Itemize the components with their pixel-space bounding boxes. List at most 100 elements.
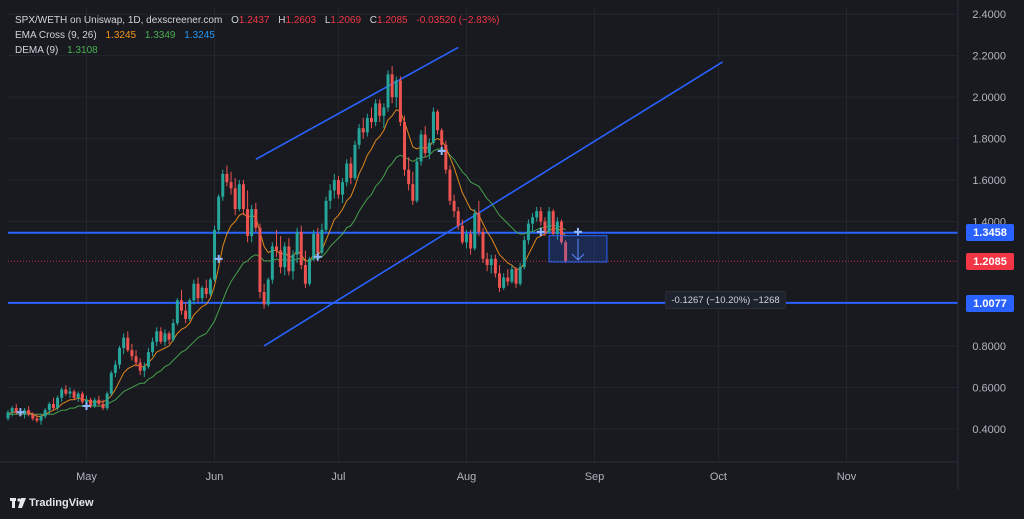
candle-body xyxy=(398,80,402,123)
candle xyxy=(279,236,283,274)
candle xyxy=(237,180,241,212)
candle-body xyxy=(23,410,27,415)
candle-body xyxy=(341,182,345,195)
candle-body xyxy=(559,221,563,243)
resistance-price-tag[interactable]: 1.3458 xyxy=(966,224,1014,241)
candle xyxy=(151,337,155,357)
candle xyxy=(477,200,481,237)
candle xyxy=(10,406,14,417)
candle-body xyxy=(452,200,456,212)
candle-body xyxy=(184,310,188,319)
candle-body xyxy=(303,265,307,284)
change-value: -0.03520 (−2.83%) xyxy=(416,15,500,26)
candle xyxy=(225,165,229,187)
candle-body xyxy=(27,410,31,415)
candle xyxy=(345,159,349,187)
candle-body xyxy=(188,300,192,319)
candle xyxy=(179,289,183,315)
candle xyxy=(39,414,43,425)
candle-body xyxy=(196,283,200,299)
candle-body xyxy=(510,269,514,282)
candle-body xyxy=(411,184,415,201)
candle-body xyxy=(72,391,76,398)
candle xyxy=(47,401,51,415)
candle-body xyxy=(97,399,101,404)
candle-body xyxy=(279,250,283,268)
candle-body xyxy=(93,399,97,407)
candle-body xyxy=(101,403,105,409)
dema-label: DEMA (9) xyxy=(15,45,59,56)
candle-body xyxy=(531,217,535,224)
x-tick-label: Oct xyxy=(710,471,727,483)
candle xyxy=(415,157,419,203)
support-price-tag[interactable]: 1.0077 xyxy=(966,295,1014,312)
axis-layer: 2.40002.20002.00001.80001.60001.40000.80… xyxy=(0,0,1006,490)
candle-body xyxy=(146,352,150,367)
candle-body xyxy=(336,180,340,195)
candle xyxy=(411,171,415,205)
candle-body xyxy=(233,188,237,210)
candle xyxy=(357,124,361,149)
candle xyxy=(118,345,122,369)
candle-body xyxy=(382,107,386,116)
candle-body xyxy=(506,277,510,282)
candle-body xyxy=(440,130,444,145)
ema-cross-marker xyxy=(437,147,446,156)
candle xyxy=(378,99,382,123)
candle-body xyxy=(308,258,312,284)
candle-body xyxy=(31,414,35,419)
legend-ema-row[interactable]: EMA Cross (9, 26) 1.3245 1.3349 1.3245 xyxy=(15,28,500,43)
ema-cross-marker xyxy=(536,227,545,236)
candle xyxy=(97,395,101,407)
candle-body xyxy=(192,283,196,301)
candle-body xyxy=(134,356,138,363)
candle-body xyxy=(564,242,568,261)
candle xyxy=(460,219,464,245)
candle xyxy=(126,331,130,353)
x-tick-label: Nov xyxy=(837,471,857,483)
symbol-title[interactable]: SPX/WETH on Uniswap, 1D, dexscreener.com xyxy=(15,15,223,26)
candle-body xyxy=(39,416,43,421)
candle xyxy=(522,236,526,270)
candle-body xyxy=(47,403,51,411)
legend-dema-row[interactable]: DEMA (9) 1.3108 xyxy=(15,43,500,58)
candle-body xyxy=(485,258,489,266)
candle-body xyxy=(250,209,254,237)
tradingview-logo[interactable]: TradingView xyxy=(10,497,94,509)
candle xyxy=(423,126,427,158)
candle xyxy=(35,414,39,423)
candle-body xyxy=(105,393,109,409)
ema-cross-marker xyxy=(313,252,322,261)
candle xyxy=(349,157,353,185)
high-value: 1.2603 xyxy=(285,15,317,26)
candle xyxy=(241,180,245,216)
candle xyxy=(403,115,407,176)
candle xyxy=(308,256,312,286)
open-label: O xyxy=(231,15,239,26)
candle xyxy=(555,217,559,241)
candle-body xyxy=(543,221,547,232)
candle-body xyxy=(320,229,324,253)
candle-body xyxy=(246,209,250,237)
last-price-tag[interactable]: 1.2085 xyxy=(966,253,1014,270)
candle-body xyxy=(237,184,241,210)
candle xyxy=(543,217,547,237)
candle-body xyxy=(539,211,543,222)
candle xyxy=(175,298,179,326)
candle xyxy=(274,229,278,257)
candle-body xyxy=(217,196,221,230)
candle xyxy=(204,279,208,299)
x-tick-label: Sep xyxy=(585,471,605,483)
candle-body xyxy=(547,211,551,232)
candle-body xyxy=(295,231,299,255)
candle-body xyxy=(436,111,440,131)
candle xyxy=(324,196,328,232)
candle xyxy=(233,177,237,216)
y-tick-label: 0.6000 xyxy=(972,382,1006,394)
candle-body xyxy=(332,180,336,191)
candle-body xyxy=(407,169,411,185)
candle-body xyxy=(299,231,303,266)
y-tick-label: 2.2000 xyxy=(972,51,1006,63)
